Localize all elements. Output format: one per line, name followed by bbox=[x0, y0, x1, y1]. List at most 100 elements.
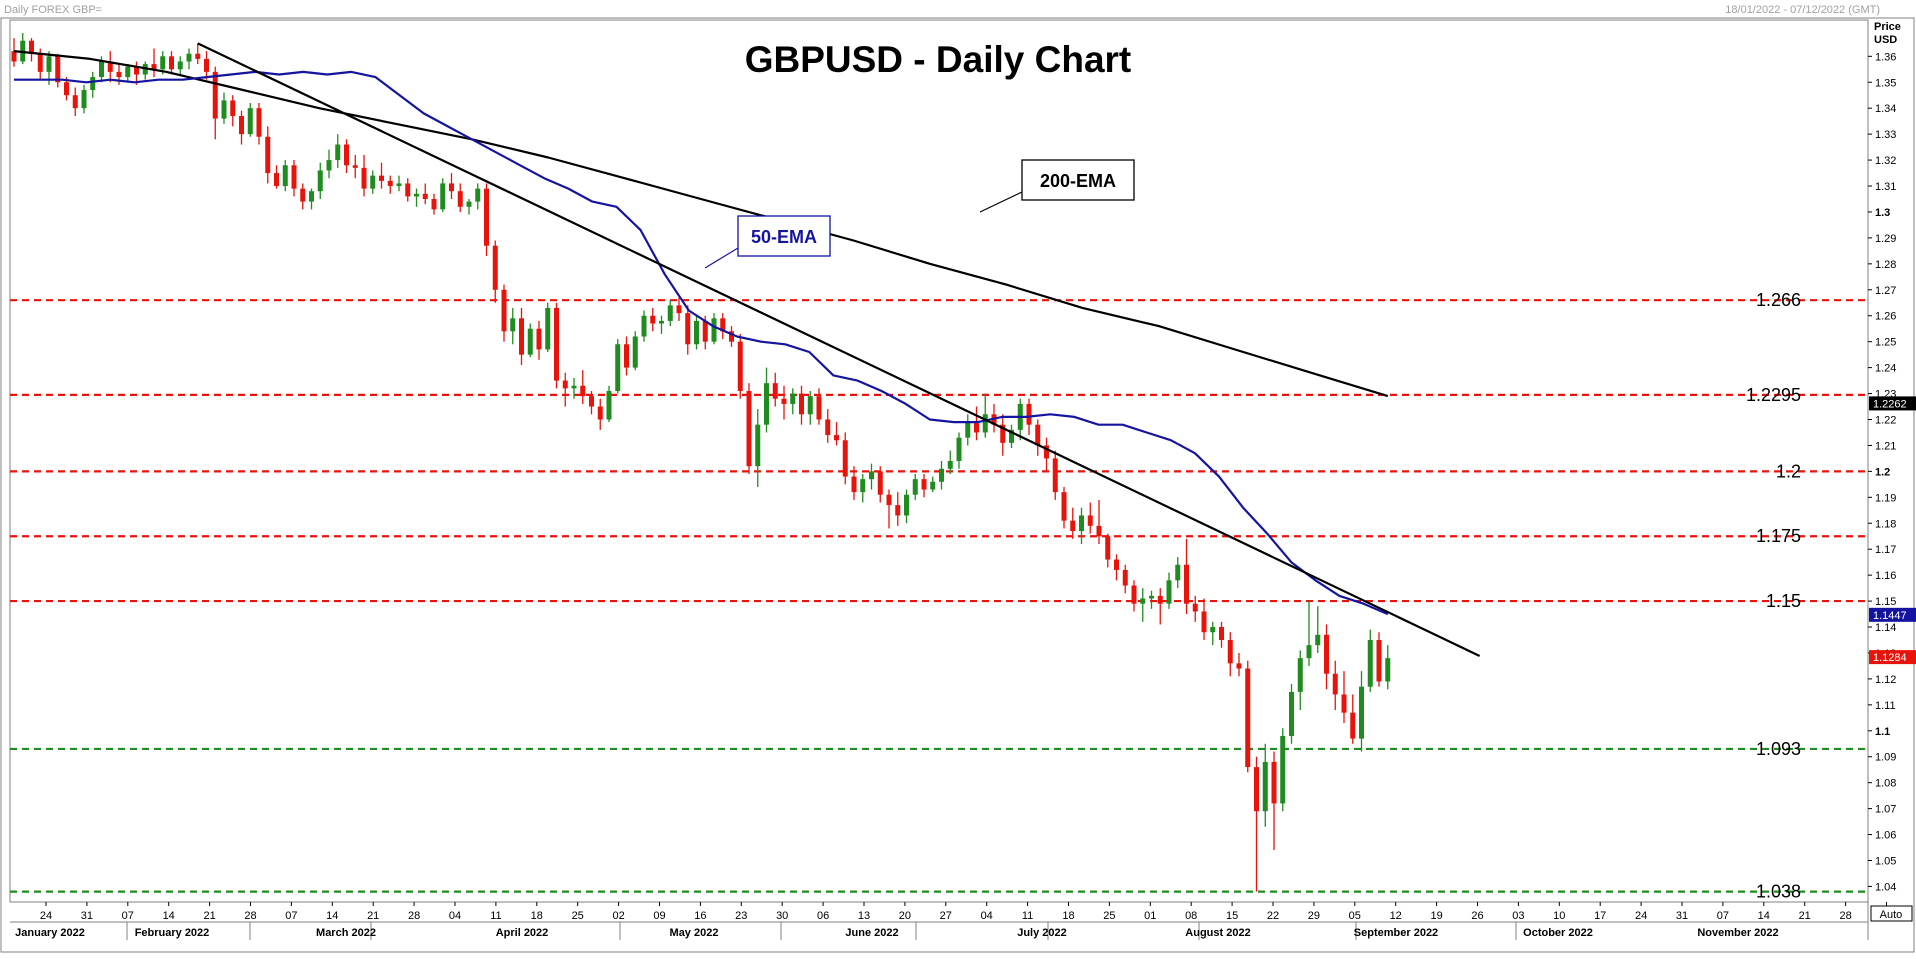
y-tick-label: 1.14 bbox=[1875, 622, 1896, 634]
candle-body bbox=[869, 471, 874, 480]
y-tick-label: 1.28 bbox=[1875, 259, 1896, 271]
candle-body bbox=[81, 90, 87, 109]
date-range-header: 18/01/2022 - 07/12/2022 (GMT) bbox=[1725, 4, 1880, 16]
candle-body bbox=[256, 108, 262, 137]
candle-body bbox=[536, 328, 542, 350]
x-tick-label: 28 bbox=[1839, 910, 1851, 922]
candle-body bbox=[746, 390, 752, 467]
ema-50-label-box bbox=[737, 215, 831, 257]
x-tick-label: 15 bbox=[1226, 910, 1238, 922]
candle-body bbox=[457, 191, 463, 207]
ema-200-label: 200-EMA bbox=[1040, 171, 1116, 191]
y-tick-label: 1.32 bbox=[1875, 155, 1896, 167]
ema-200-label-box bbox=[1021, 159, 1135, 201]
x-tick-label: 04 bbox=[981, 910, 993, 922]
candle-body bbox=[886, 494, 892, 506]
candle-body bbox=[160, 56, 166, 70]
ema-50-label: 50-EMA bbox=[751, 227, 817, 247]
candle-body bbox=[982, 414, 988, 433]
x-tick-label: 21 bbox=[367, 910, 379, 922]
candle-body bbox=[685, 313, 691, 345]
auto-scale-label: Auto bbox=[1880, 909, 1903, 921]
y-tick-label: 1.19 bbox=[1875, 492, 1896, 504]
candle-body bbox=[309, 191, 314, 202]
x-tick-label: 31 bbox=[81, 910, 93, 922]
x-tick-label: 12 bbox=[1390, 910, 1402, 922]
candle-body bbox=[230, 100, 236, 116]
candle-body bbox=[212, 71, 218, 119]
x-month-label: January 2022 bbox=[15, 927, 85, 939]
chart-title: GBPUSD - Daily Chart bbox=[745, 39, 1132, 80]
y-tick-label: 1.26 bbox=[1875, 311, 1896, 323]
candle-body bbox=[510, 318, 516, 332]
candle-body bbox=[265, 136, 271, 174]
candle-body bbox=[615, 344, 621, 391]
candle-body bbox=[825, 419, 831, 436]
ema-200-callout bbox=[979, 191, 1023, 213]
x-tick-label: 07 bbox=[285, 910, 297, 922]
candle-body bbox=[1315, 634, 1321, 646]
candle-body bbox=[974, 422, 979, 433]
y-tick-label: 1.3 bbox=[1875, 207, 1890, 219]
candle-body bbox=[151, 64, 157, 70]
candle-body bbox=[676, 305, 682, 314]
level-label: 1.2295 bbox=[1746, 385, 1801, 405]
candle-body bbox=[405, 183, 411, 197]
candle-body bbox=[440, 183, 446, 210]
y-tick-label: 1.34 bbox=[1875, 103, 1896, 115]
candle-body bbox=[571, 385, 577, 389]
candle-body bbox=[606, 390, 612, 420]
y-tick-label: 1.16 bbox=[1875, 570, 1896, 582]
candle-body bbox=[1070, 520, 1076, 532]
x-month-label: May 2022 bbox=[670, 927, 719, 939]
candle-body bbox=[1096, 525, 1102, 537]
x-month-label: November 2022 bbox=[1697, 927, 1778, 939]
y-tick-label: 1.27 bbox=[1875, 285, 1896, 297]
candle-body bbox=[834, 435, 839, 441]
candle-body bbox=[387, 180, 393, 187]
x-tick-label: 24 bbox=[1635, 910, 1647, 922]
y-tick-label: 1.08 bbox=[1875, 778, 1896, 790]
candle-body bbox=[344, 144, 349, 166]
candle-body bbox=[772, 383, 778, 399]
x-tick-label: 28 bbox=[244, 910, 256, 922]
y-tick-label: 1.11 bbox=[1875, 700, 1896, 712]
candle-body bbox=[46, 56, 52, 72]
x-tick-label: 02 bbox=[612, 910, 624, 922]
x-tick-label: 20 bbox=[899, 910, 911, 922]
y-axis-title: Price bbox=[1874, 21, 1901, 33]
candle-body bbox=[1157, 595, 1163, 604]
candle-body bbox=[1385, 658, 1391, 682]
x-tick-label: 14 bbox=[326, 910, 338, 922]
candle-body bbox=[694, 320, 699, 345]
x-tick-label: 10 bbox=[1553, 910, 1565, 922]
candle-body bbox=[1079, 515, 1084, 532]
x-tick-label: 14 bbox=[1758, 910, 1770, 922]
candle-body bbox=[326, 160, 332, 171]
candle-body bbox=[519, 318, 524, 355]
candle-body bbox=[134, 66, 139, 75]
candle-body bbox=[1149, 595, 1154, 599]
candle-body bbox=[1052, 458, 1058, 493]
candle-body bbox=[1254, 767, 1259, 812]
candle-body bbox=[956, 437, 962, 461]
level-label: 1.093 bbox=[1756, 739, 1801, 759]
y-tick-label: 1.24 bbox=[1875, 363, 1896, 375]
y-tick-label: 1.05 bbox=[1875, 855, 1896, 867]
candle-body bbox=[1087, 515, 1093, 526]
candle-body bbox=[1289, 691, 1294, 736]
candle-body bbox=[1131, 585, 1137, 604]
candle-body bbox=[589, 396, 594, 407]
x-tick-label: 25 bbox=[1103, 910, 1115, 922]
candle-body bbox=[370, 175, 376, 189]
candle-body bbox=[1332, 673, 1338, 695]
candle-body bbox=[702, 320, 708, 342]
level-label: 1.175 bbox=[1756, 526, 1801, 546]
candle-body bbox=[449, 183, 454, 192]
ema-50-line bbox=[14, 70, 1389, 616]
x-tick-label: 09 bbox=[653, 910, 665, 922]
candle-body bbox=[1306, 645, 1312, 659]
candle-body bbox=[1114, 559, 1119, 570]
candle-body bbox=[527, 328, 533, 355]
x-tick-label: 11 bbox=[490, 910, 501, 922]
